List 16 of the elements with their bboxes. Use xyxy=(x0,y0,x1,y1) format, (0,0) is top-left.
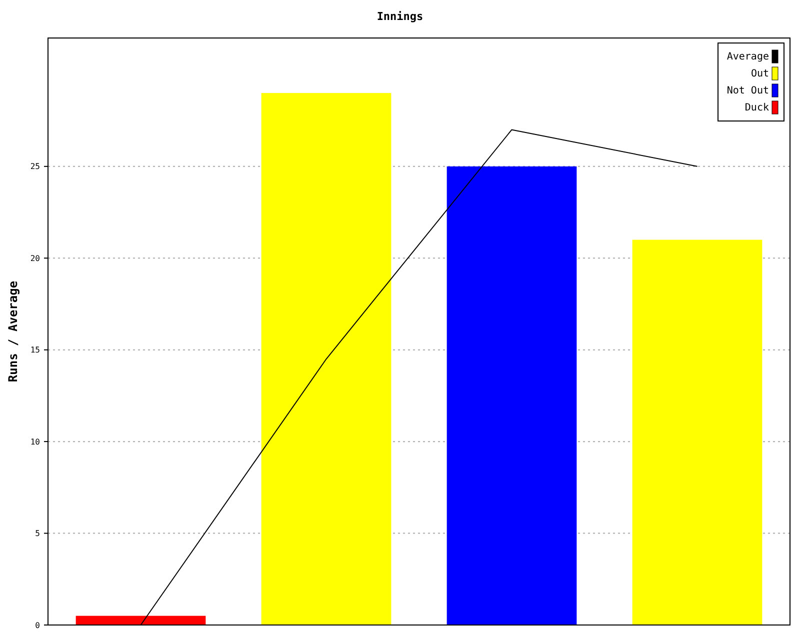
y-tick-label: 20 xyxy=(30,254,40,263)
legend-label: Not Out xyxy=(726,86,769,96)
legend-label: Duck xyxy=(744,102,769,114)
bar xyxy=(76,616,206,625)
y-tick-label: 15 xyxy=(30,346,40,355)
legend-label: Average xyxy=(726,52,769,62)
y-tick-label: 10 xyxy=(30,437,40,446)
bar xyxy=(632,240,762,625)
chart-title: Innings xyxy=(376,10,424,23)
y-tick-label: 5 xyxy=(35,529,40,538)
bar xyxy=(446,166,577,625)
y-tick-label: 25 xyxy=(30,162,40,172)
y-axis-title: Runs / Average xyxy=(6,280,20,382)
y-tick-label: 0 xyxy=(35,620,40,630)
bar xyxy=(261,93,392,625)
legend-label: Out xyxy=(750,68,769,80)
